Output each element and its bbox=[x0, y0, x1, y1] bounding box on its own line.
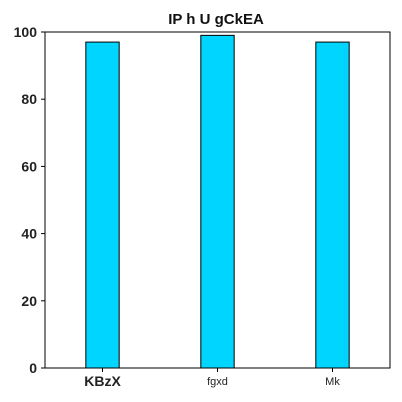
bar-KBzX bbox=[85, 41, 120, 369]
y-axis: 0 20 40 60 80 100 bbox=[14, 24, 45, 376]
x-tick-label: Mk bbox=[325, 376, 340, 388]
y-tick-label: 0 bbox=[29, 360, 37, 376]
y-tick-label: 100 bbox=[14, 24, 38, 40]
x-axis: KBzX fgxd Mk bbox=[84, 368, 340, 389]
x-tick-label: KBzX bbox=[84, 373, 121, 389]
bars-group bbox=[85, 34, 350, 369]
y-tick-label: 60 bbox=[21, 158, 37, 174]
y-tick-label: 40 bbox=[21, 226, 37, 242]
bar-Mk bbox=[315, 41, 350, 369]
x-tick-label: fgxd bbox=[207, 376, 228, 388]
chart-title: IP h U gCkEA bbox=[168, 11, 264, 28]
y-tick-label: 20 bbox=[21, 293, 37, 309]
y-tick-label: 80 bbox=[21, 91, 37, 107]
bar-fgxd bbox=[200, 34, 235, 369]
